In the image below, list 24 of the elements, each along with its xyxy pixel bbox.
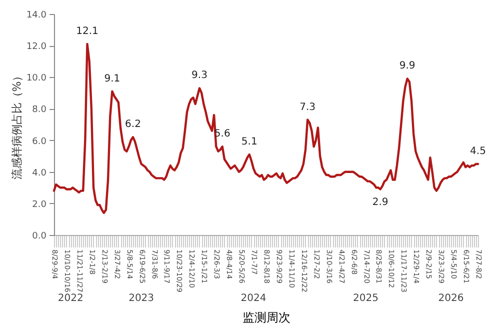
data-label: 9.3 [192,70,208,82]
data-label: 9.1 [104,73,120,84]
y-tick-label: 2.0 [32,200,47,210]
text: 2023 [128,293,154,304]
y-tick-label: 4.0 [32,168,47,178]
text: 2024 [240,293,266,304]
text: 2022 [58,293,84,304]
data-label: 5.1 [241,136,258,148]
data-label: 6.2 [125,119,141,130]
y-tick-label: 6.0 [32,136,47,147]
text: 2025 [353,293,378,304]
data-label: 2.9 [372,197,388,208]
x-axis-title: 监测周次 [242,310,290,324]
y-tick-label: 0.0 [32,232,47,242]
y-tick-label: 14.0 [26,10,47,20]
data-label: 7.3 [300,102,316,113]
y-tick-label: 8.0 [32,105,47,116]
text: 2026 [438,293,464,304]
data-label: 9.9 [399,60,416,72]
y-tick-label: 10.0 [26,74,47,84]
data-label: 4.5 [470,146,486,157]
y-axis-title: 流感样病例占比（%） [10,70,24,180]
data-label: 12.1 [76,26,98,37]
y-tick-label: 12.0 [26,42,47,52]
